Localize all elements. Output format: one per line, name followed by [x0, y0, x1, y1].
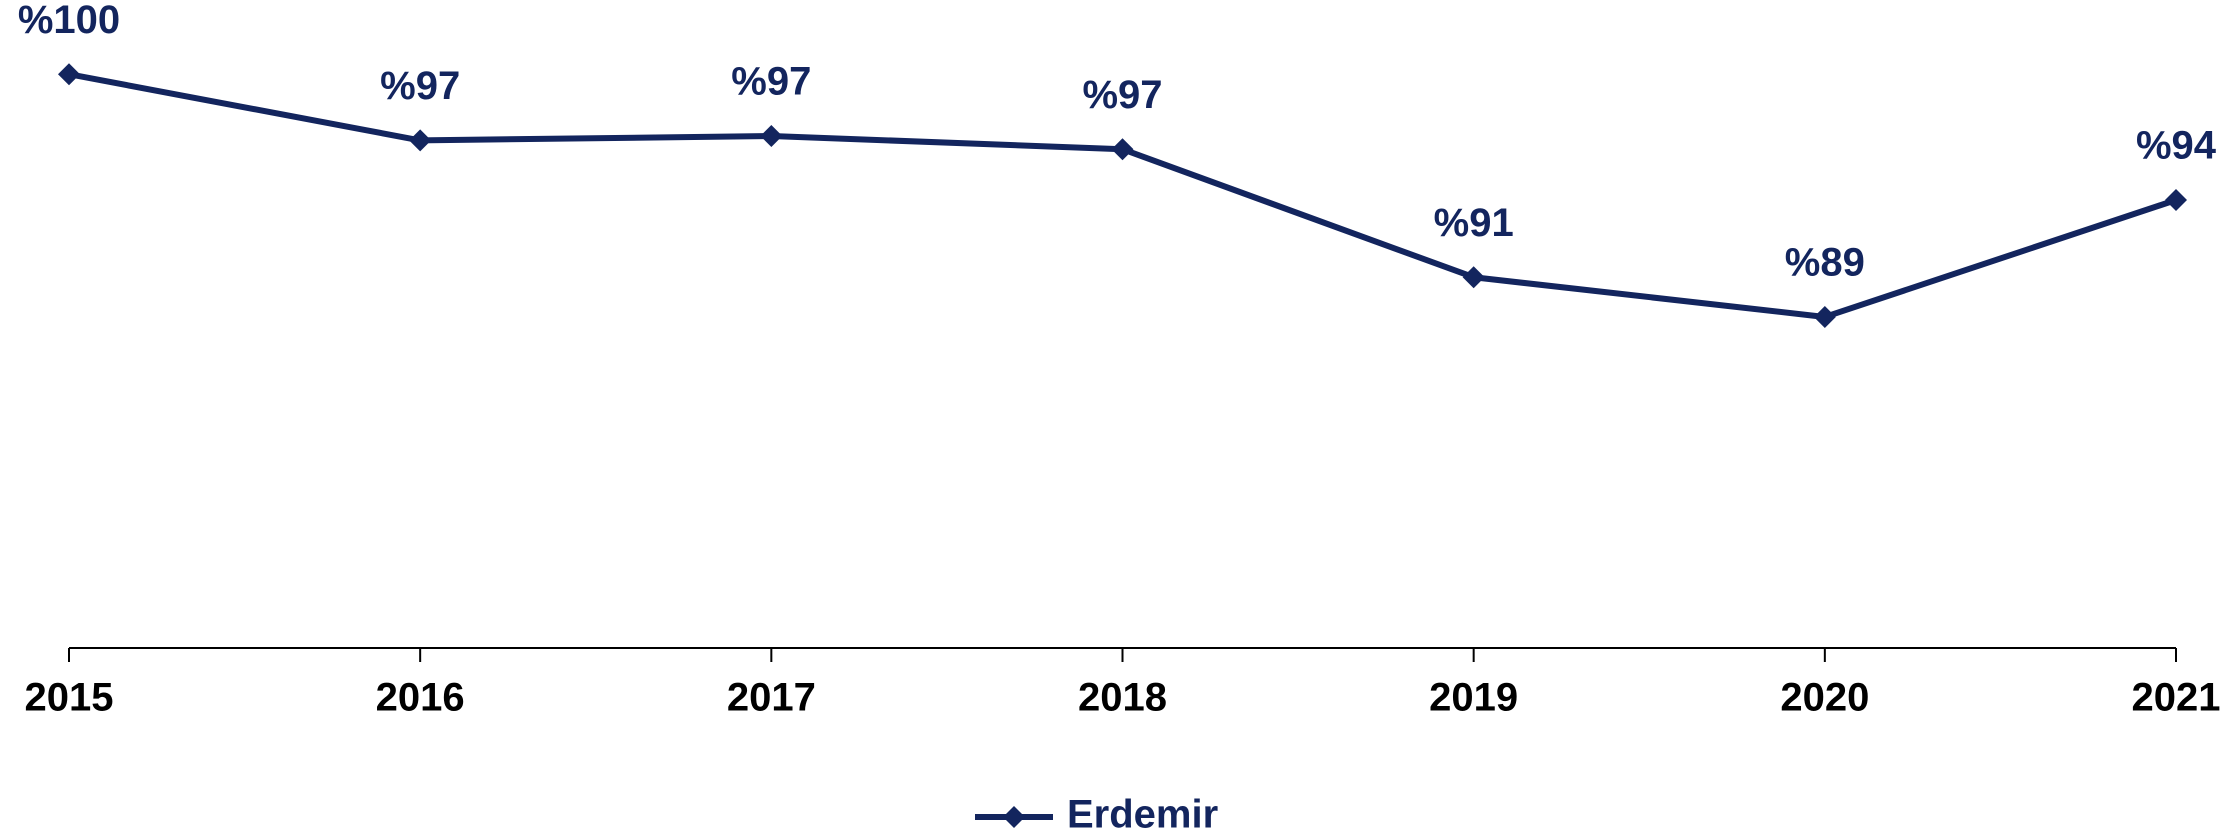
data-label: %100 [18, 0, 120, 42]
data-label: %91 [1434, 201, 1514, 245]
data-label: %94 [2136, 124, 2217, 168]
data-label: %89 [1785, 241, 1865, 285]
marker [1111, 138, 1134, 161]
legend-marker [1003, 806, 1025, 828]
data-label: %97 [731, 60, 811, 104]
marker [2165, 189, 2187, 211]
x-tick-label: 2015 [25, 676, 114, 720]
x-tick-label: 2016 [376, 676, 465, 720]
x-tick-label: 2021 [2132, 676, 2221, 720]
data-label: %97 [1082, 73, 1162, 117]
legend-label: Erdemir [1067, 793, 1218, 835]
x-tick-label: 2019 [1429, 676, 1518, 720]
marker [1462, 266, 1485, 289]
x-tick-label: 2017 [727, 676, 816, 720]
x-tick-label: 2018 [1078, 676, 1167, 720]
marker [760, 125, 783, 147]
x-tick-label: 2020 [1780, 676, 1869, 720]
marker [58, 63, 80, 86]
marker [409, 129, 432, 152]
data-label: %97 [380, 64, 460, 108]
marker [1813, 305, 1836, 328]
